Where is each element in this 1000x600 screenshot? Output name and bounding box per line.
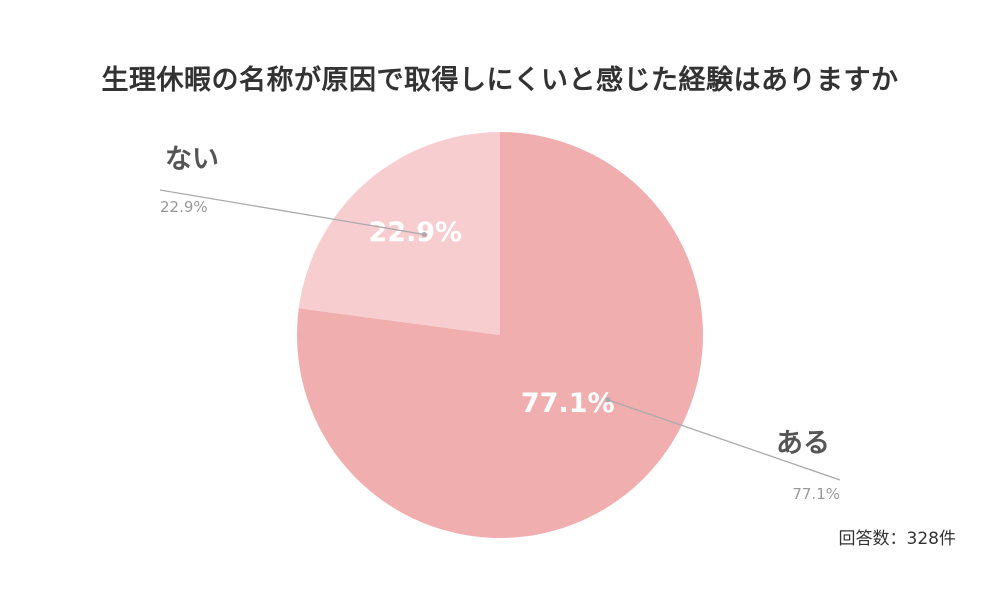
pie-slice-0 (297, 132, 704, 538)
callout-label-0: ある (776, 428, 830, 459)
slice-percent-label-0: 77.1% (521, 388, 615, 419)
pie-slice-1 (298, 132, 500, 335)
response-count-note: 回答数：328件 (838, 529, 956, 549)
leader-dot-0 (605, 397, 611, 403)
leader-line-0 (607, 399, 841, 481)
chart-title: 生理休暇の名称が原因で取得しにくいと感じた経験はありますか (101, 65, 899, 96)
leader-line-1 (159, 189, 425, 236)
leader-dot-1 (421, 231, 427, 237)
callout-value-0: 77.1% (792, 485, 840, 503)
callout-label-1: ない (165, 144, 219, 175)
callout-value-1: 22.9% (160, 198, 208, 216)
